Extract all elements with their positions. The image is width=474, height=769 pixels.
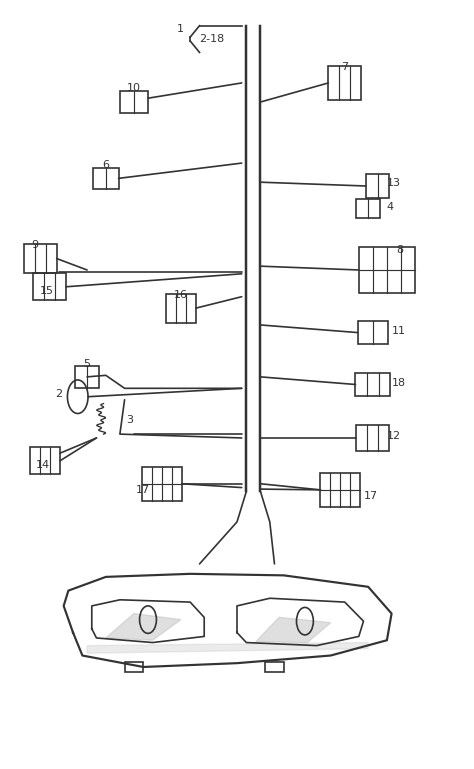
Polygon shape	[256, 618, 331, 643]
Text: 16: 16	[174, 290, 188, 300]
Text: 12: 12	[387, 431, 401, 441]
Polygon shape	[106, 614, 181, 641]
Text: 15: 15	[40, 286, 54, 296]
Text: 9: 9	[31, 240, 38, 250]
Text: 11: 11	[392, 326, 406, 336]
Text: 1: 1	[177, 24, 184, 34]
Text: 3: 3	[126, 414, 133, 424]
Text: 2-18: 2-18	[200, 35, 225, 45]
Text: 13: 13	[387, 178, 401, 188]
Text: 14: 14	[36, 461, 50, 471]
Bar	[265, 662, 284, 671]
Polygon shape	[87, 643, 368, 653]
Text: 5: 5	[83, 359, 91, 369]
Text: 4: 4	[387, 202, 394, 212]
Text: 17: 17	[364, 491, 378, 501]
Text: 8: 8	[396, 245, 403, 255]
Text: 2: 2	[55, 388, 63, 398]
Bar	[125, 662, 143, 671]
Text: 18: 18	[392, 378, 406, 388]
Text: 7: 7	[341, 62, 348, 72]
Text: 10: 10	[127, 83, 141, 93]
Text: 6: 6	[102, 160, 109, 170]
Text: 17: 17	[136, 485, 150, 495]
